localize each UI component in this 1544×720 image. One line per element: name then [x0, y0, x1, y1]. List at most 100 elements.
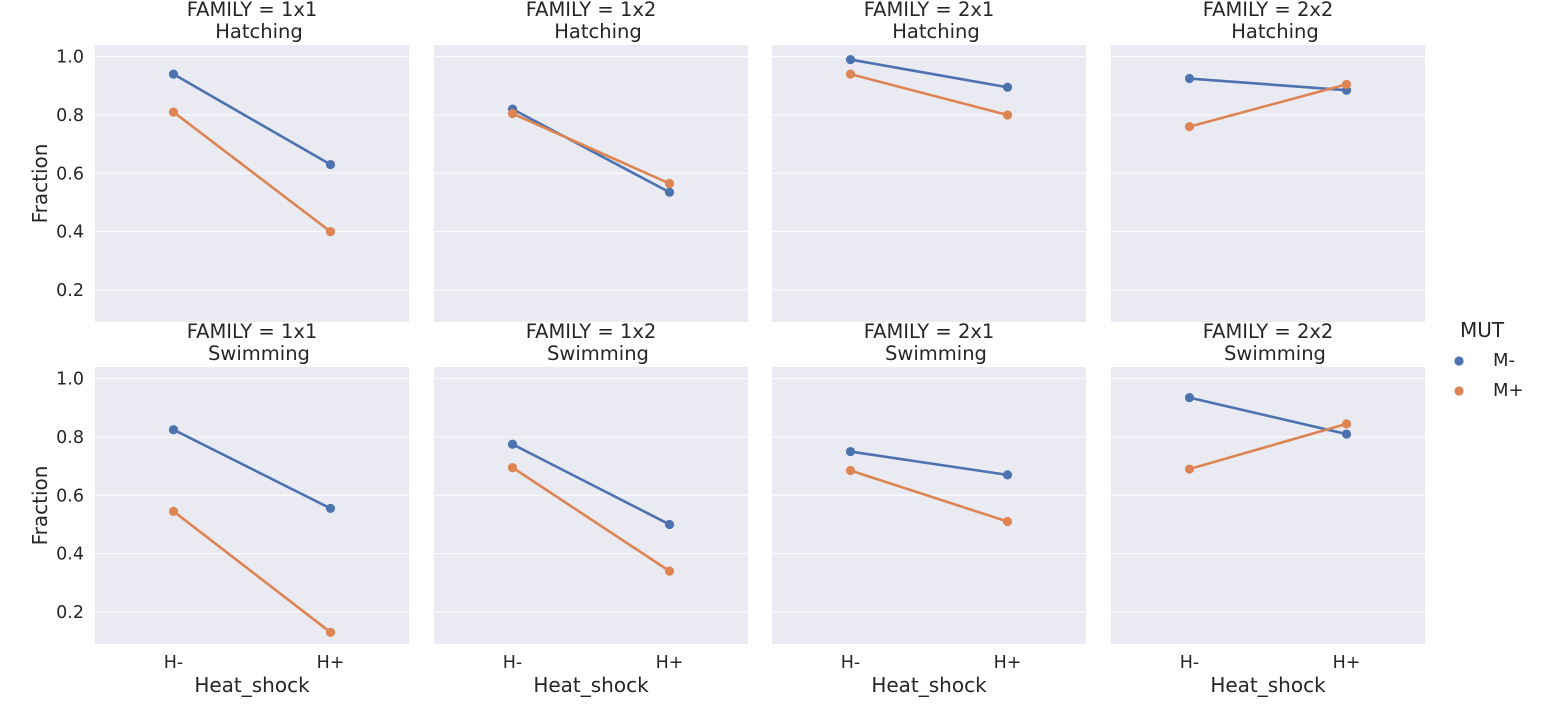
data-point-m+-h+ [325, 227, 336, 237]
facet-title-line2: Hatching [892, 20, 980, 43]
facet-panel-hatching-2x1 [772, 45, 1086, 322]
y-axis-label: Fraction [28, 144, 52, 224]
data-point-m+-h+ [1341, 79, 1352, 89]
series-line-m- [849, 58, 1009, 89]
facet-title-line1: FAMILY = 1x2 [526, 320, 657, 343]
facet-title-line2: Swimming [885, 342, 987, 365]
facet-title-line1: FAMILY = 2x1 [864, 0, 995, 21]
data-point-m+-h- [1184, 464, 1195, 474]
data-point-m+-h+ [664, 178, 675, 189]
facet-title-line1: FAMILY = 1x1 [187, 0, 318, 21]
series-line-m+ [511, 112, 671, 185]
data-point-m+-h- [168, 107, 179, 117]
facet-title-line2: Hatching [215, 20, 303, 43]
x-axis-label: Heat_shock [871, 673, 987, 697]
facet-title-line1: FAMILY = 2x1 [864, 320, 995, 343]
data-point-m--h+ [664, 187, 675, 197]
facet-panel-swimming-1x1 [95, 367, 409, 644]
y-tick-label: 0.6 [56, 486, 84, 506]
data-point-m--h+ [1002, 82, 1013, 92]
series-line-m- [172, 72, 332, 166]
data-point-m+-h- [507, 108, 518, 119]
data-point-m+-h- [845, 465, 856, 476]
facet-title-line2: Swimming [547, 342, 649, 365]
series-line-m+ [511, 466, 671, 573]
data-point-m+-h+ [325, 627, 336, 637]
y-axis-label: Fraction [28, 466, 52, 546]
data-point-m--h- [845, 446, 856, 457]
x-axis-label: Heat_shock [1210, 673, 1326, 697]
data-point-m--h+ [1002, 470, 1013, 480]
series-line-m- [1188, 396, 1348, 436]
series-line-m+ [849, 72, 1009, 117]
series-line-m+ [849, 469, 1009, 523]
y-tick-label: 0.8 [56, 428, 84, 448]
data-point-m+-h+ [664, 566, 675, 576]
x-axis-label: Heat_shock [194, 673, 310, 697]
data-point-m--h- [507, 439, 518, 449]
data-point-m+-h+ [1002, 516, 1013, 527]
series-line-m+ [172, 110, 332, 233]
data-point-m+-h+ [1002, 110, 1013, 120]
facet-panel-swimming-1x2 [434, 367, 748, 644]
facet-panel-hatching-1x1 [95, 45, 409, 322]
series-line-m- [172, 428, 332, 510]
facet-title-line1: FAMILY = 2x2 [1203, 0, 1334, 21]
series-line-m- [511, 442, 671, 526]
facet-title-line2: Swimming [1224, 342, 1326, 365]
data-point-m+-h- [168, 506, 179, 516]
data-point-m--h- [845, 54, 856, 65]
facet-title-line2: Hatching [1231, 20, 1319, 43]
y-tick-label: 1.0 [56, 48, 84, 68]
facet-title-line2: Swimming [208, 342, 310, 365]
x-axis-label: Heat_shock [533, 673, 649, 697]
x-tick-label: H- [503, 653, 522, 673]
series-line-m+ [1188, 83, 1348, 128]
x-tick-label: H+ [317, 653, 345, 673]
facet-panel-hatching-1x2 [434, 45, 748, 322]
y-tick-label: 0.6 [56, 164, 84, 184]
data-point-m+-h- [1184, 122, 1195, 132]
legend-label-m+: M+ [1493, 380, 1524, 401]
y-tick-label: 0.2 [56, 281, 84, 301]
legend-label-m-: M- [1493, 350, 1515, 371]
facet-title-line2: Hatching [554, 20, 642, 43]
x-tick-label: H- [164, 653, 183, 673]
y-tick-label: 0.8 [56, 106, 84, 126]
data-point-m--h+ [325, 503, 336, 514]
data-point-m--h- [168, 69, 179, 79]
facet-panel-swimming-2x1 [772, 367, 1086, 644]
y-tick-label: 0.4 [56, 545, 84, 565]
x-tick-label: H+ [1333, 653, 1361, 673]
data-point-m--h+ [1341, 429, 1352, 439]
series-line-m+ [1188, 422, 1348, 471]
data-point-m--h- [1184, 393, 1195, 403]
data-point-m+-h+ [1341, 419, 1352, 429]
legend-marker-m- [1454, 356, 1464, 366]
x-tick-label: H- [1180, 653, 1199, 673]
y-tick-label: 0.4 [56, 223, 84, 243]
series-line-m- [849, 450, 1009, 477]
series-line-m+ [172, 510, 332, 634]
facet-title-line1: FAMILY = 1x2 [526, 0, 657, 21]
x-tick-label: H+ [994, 653, 1022, 673]
x-tick-label: H+ [656, 653, 684, 673]
facet-panel-swimming-2x2 [1111, 367, 1425, 644]
legend-marker-m+ [1454, 386, 1464, 396]
data-point-m+-h- [845, 69, 856, 79]
data-point-m--h+ [325, 159, 336, 170]
facet-panel-hatching-2x2 [1111, 45, 1425, 322]
data-point-m--h+ [664, 519, 675, 530]
data-point-m+-h- [507, 462, 518, 473]
data-point-m--h- [168, 425, 179, 435]
series-line-m- [1188, 77, 1348, 92]
legend-title: MUT [1460, 318, 1505, 342]
series-line-m- [511, 107, 671, 194]
x-tick-label: H- [841, 653, 860, 673]
data-point-m--h- [1184, 73, 1195, 84]
facet-title-line1: FAMILY = 1x1 [187, 320, 318, 343]
y-tick-label: 0.2 [56, 603, 84, 623]
y-tick-label: 1.0 [56, 370, 84, 390]
facet-title-line1: FAMILY = 2x2 [1203, 320, 1334, 343]
